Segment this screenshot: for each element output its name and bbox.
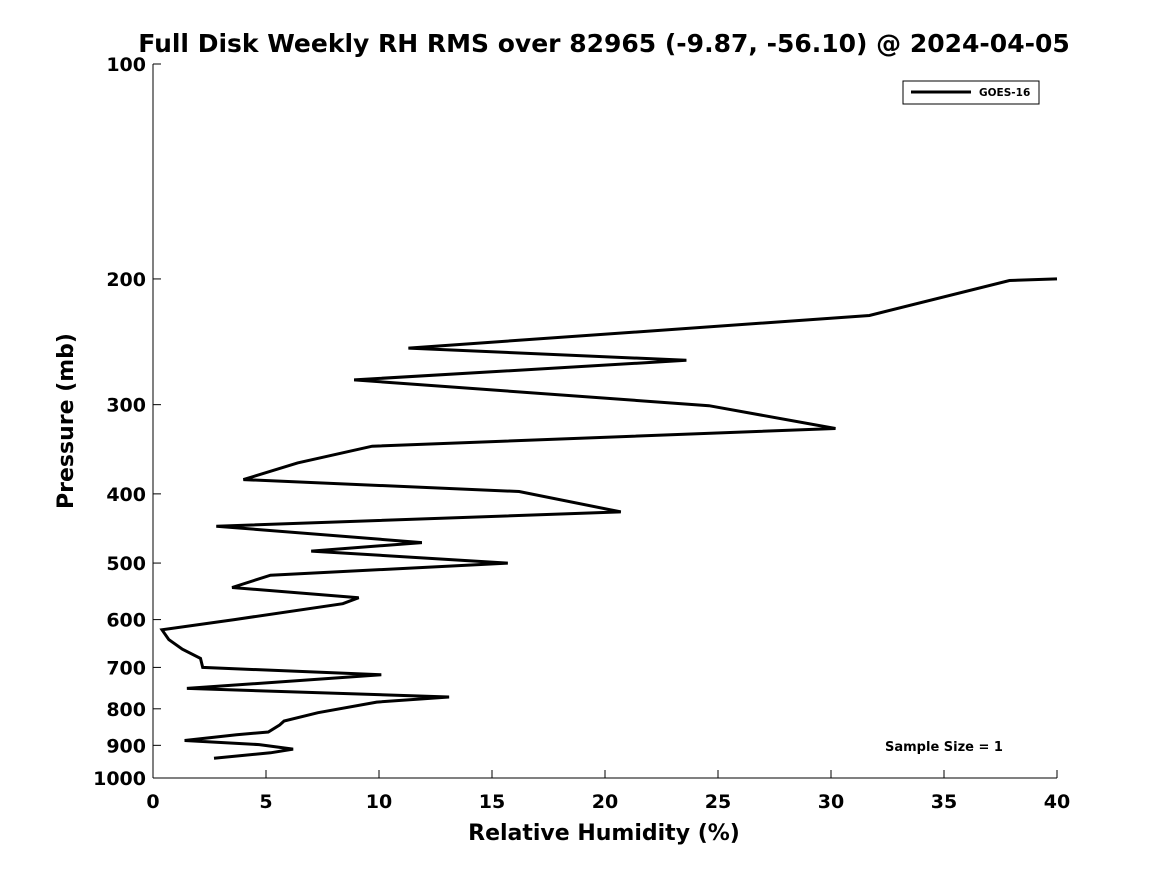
- y-tick-label: 400: [106, 484, 146, 506]
- y-tick-label: 700: [106, 657, 146, 679]
- x-tick-label: 30: [818, 791, 844, 813]
- x-axis-ticks: 0 5 10 15 20 25 30 35 40: [146, 770, 1070, 813]
- y-tick-label: 1000: [93, 768, 146, 790]
- x-tick-label: 10: [366, 791, 392, 813]
- x-tick-label: 15: [479, 791, 505, 813]
- y-tick-label: 900: [106, 735, 146, 757]
- x-tick-label: 25: [705, 791, 731, 813]
- sample-size-annotation: Sample Size = 1: [885, 740, 1003, 755]
- x-tick-label: 5: [259, 791, 272, 813]
- y-tick-label: 200: [106, 269, 146, 291]
- y-tick-label: 100: [106, 54, 146, 76]
- x-tick-label: 20: [592, 791, 618, 813]
- legend: GOES-16: [902, 80, 1040, 105]
- y-tick-label: 500: [106, 553, 146, 575]
- y-tick-label: 600: [106, 610, 146, 632]
- x-tick-label: 0: [146, 791, 159, 813]
- x-tick-label: 40: [1044, 791, 1070, 813]
- y-axis-label: Pressure (mb): [54, 333, 79, 509]
- legend-entry-goes-16: GOES-16: [979, 87, 1030, 99]
- y-tick-label: 800: [106, 699, 146, 721]
- y-axis-ticks: 100 200 300 400 500 600 700 800 900 1000: [93, 54, 161, 790]
- x-tick-label: 35: [931, 791, 957, 813]
- y-tick-label: 300: [106, 395, 146, 417]
- series-line-goes-16: [159, 277, 1058, 760]
- x-axis-label: Relative Humidity (%): [468, 821, 740, 846]
- chart-title: Full Disk Weekly RH RMS over 82965 (-9.8…: [138, 29, 1070, 58]
